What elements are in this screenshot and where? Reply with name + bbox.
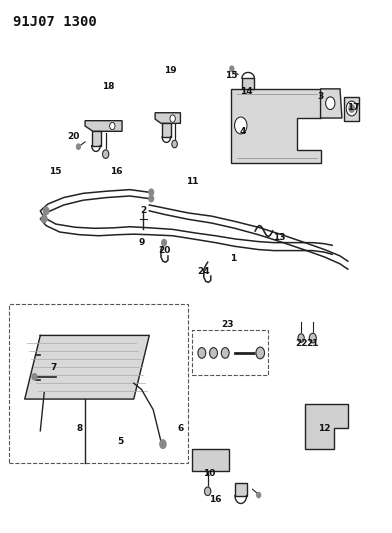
Polygon shape: [25, 335, 149, 399]
Text: 23: 23: [221, 320, 233, 329]
Text: 10: 10: [203, 469, 216, 478]
Text: 12: 12: [318, 424, 331, 433]
Circle shape: [257, 492, 261, 498]
Polygon shape: [231, 89, 321, 163]
Text: 14: 14: [240, 87, 253, 96]
Text: 20: 20: [67, 132, 80, 141]
Circle shape: [170, 115, 175, 122]
Text: 91J07 1300: 91J07 1300: [13, 14, 97, 29]
Circle shape: [309, 333, 316, 343]
Polygon shape: [344, 97, 359, 120]
Polygon shape: [85, 120, 122, 131]
Text: 16: 16: [110, 166, 122, 175]
Circle shape: [298, 334, 304, 342]
Text: 17: 17: [347, 103, 360, 112]
Circle shape: [110, 122, 115, 130]
Text: 8: 8: [76, 424, 82, 433]
Text: 6: 6: [177, 424, 183, 433]
Text: 13: 13: [274, 233, 286, 242]
Circle shape: [346, 101, 357, 116]
Circle shape: [149, 196, 154, 202]
Text: 15: 15: [225, 71, 237, 80]
Polygon shape: [321, 89, 342, 118]
Circle shape: [326, 97, 335, 110]
Text: 22: 22: [295, 339, 307, 348]
Text: 19: 19: [164, 66, 177, 75]
Text: 15: 15: [49, 166, 62, 175]
Text: 3: 3: [318, 92, 324, 101]
Text: 4: 4: [240, 127, 246, 136]
Text: 2: 2: [140, 206, 147, 215]
Circle shape: [205, 487, 211, 496]
Polygon shape: [92, 131, 101, 146]
Polygon shape: [305, 405, 348, 449]
Circle shape: [256, 347, 265, 359]
Text: 5: 5: [117, 437, 123, 446]
Circle shape: [210, 348, 218, 358]
Bar: [9, 304, 188, 463]
Polygon shape: [155, 113, 180, 123]
Polygon shape: [192, 449, 229, 471]
Text: 1: 1: [230, 254, 236, 263]
Bar: [192, 330, 268, 375]
Polygon shape: [162, 123, 171, 136]
Text: 18: 18: [102, 82, 115, 91]
Text: 9: 9: [138, 238, 145, 247]
Text: 7: 7: [51, 363, 57, 372]
Circle shape: [221, 348, 229, 358]
Polygon shape: [235, 483, 247, 496]
Circle shape: [149, 189, 154, 196]
Text: 20: 20: [159, 246, 171, 255]
Circle shape: [44, 207, 49, 215]
Circle shape: [230, 66, 234, 71]
Circle shape: [162, 239, 167, 246]
Text: 11: 11: [186, 177, 198, 186]
Text: 24: 24: [198, 268, 210, 276]
Text: 16: 16: [209, 495, 222, 504]
Text: 21: 21: [307, 339, 319, 348]
Circle shape: [42, 215, 47, 222]
Circle shape: [198, 348, 206, 358]
Polygon shape: [242, 78, 254, 89]
Circle shape: [160, 440, 166, 448]
Circle shape: [349, 105, 354, 112]
Circle shape: [234, 117, 247, 134]
Circle shape: [76, 144, 80, 149]
Circle shape: [103, 150, 109, 158]
Circle shape: [172, 140, 177, 148]
Circle shape: [32, 374, 37, 380]
